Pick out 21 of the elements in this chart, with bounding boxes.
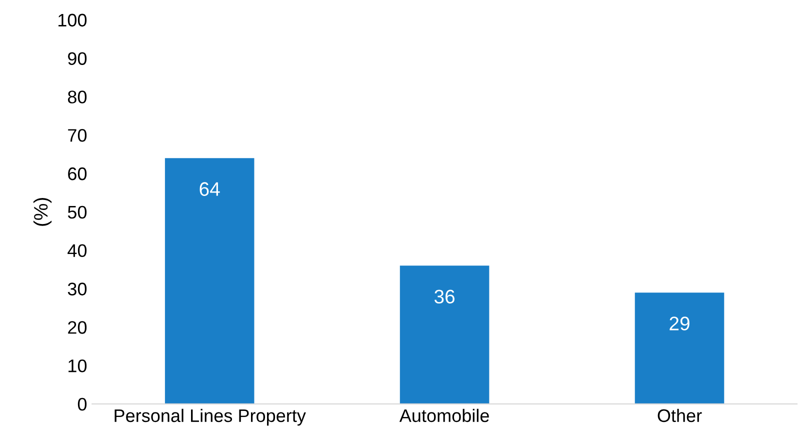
y-tick-label: 90: [68, 52, 87, 65]
y-tick-label: 80: [68, 90, 87, 104]
data-label: 36: [434, 290, 455, 304]
y-tick-label: 60: [68, 167, 87, 180]
x-tick-label: Personal Lines Property: [114, 408, 306, 426]
y-tick-label: 10: [68, 359, 87, 372]
x-tick-label: Automobile: [399, 408, 489, 422]
y-tick-label: 70: [68, 129, 87, 142]
y-tick-label: 20: [68, 321, 87, 334]
y-axis-title: (%): [33, 198, 52, 226]
y-tick-label: 100: [58, 14, 87, 27]
bar: [634, 292, 724, 404]
y-tick-label: 50: [68, 206, 87, 219]
x-tick-label: Other: [658, 408, 702, 422]
bar: [164, 158, 254, 404]
y-tick-label: 0: [78, 398, 87, 411]
y-tick-label: 30: [68, 282, 87, 296]
y-tick-label: 40: [68, 244, 87, 258]
data-label: 29: [670, 316, 690, 330]
bar: [400, 266, 490, 404]
data-label: 64: [200, 182, 220, 196]
